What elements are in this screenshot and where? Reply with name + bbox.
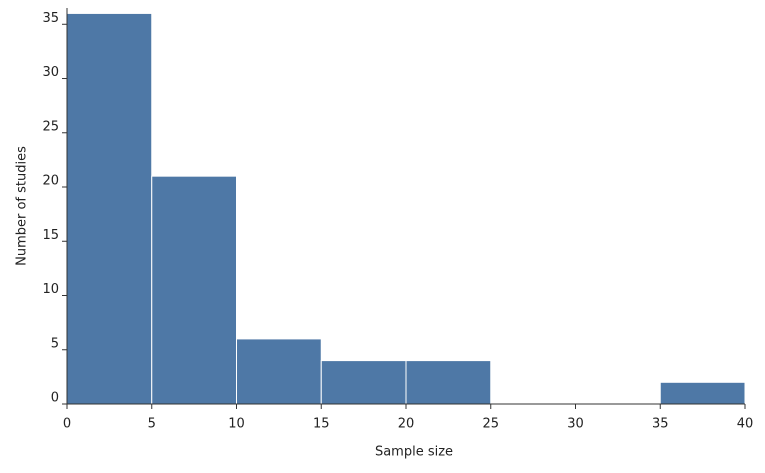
y-tick-label: 30 bbox=[42, 65, 59, 80]
y-tick-label: 10 bbox=[42, 282, 59, 297]
x-axis-title: Sample size bbox=[375, 445, 453, 460]
x-tick-label: 20 bbox=[398, 417, 415, 432]
y-tick-label: 35 bbox=[42, 11, 59, 26]
x-tick-label: 5 bbox=[148, 417, 156, 432]
y-axis-title: Number of studies bbox=[15, 146, 30, 266]
x-tick-label: 15 bbox=[313, 417, 330, 432]
x-tick-label: 0 bbox=[63, 417, 71, 432]
x-tick-label: 40 bbox=[737, 417, 754, 432]
bar bbox=[151, 175, 237, 405]
y-tick-label: 15 bbox=[42, 228, 59, 243]
bar bbox=[66, 12, 153, 405]
bar bbox=[405, 360, 492, 405]
x-tick-label: 10 bbox=[228, 417, 245, 432]
y-tick-label: 5 bbox=[51, 336, 59, 351]
y-tick-label: 20 bbox=[42, 174, 59, 189]
x-tick-label: 25 bbox=[482, 417, 499, 432]
bar bbox=[320, 360, 407, 405]
y-tick-label: 0 bbox=[51, 391, 59, 406]
x-tick-label: 30 bbox=[567, 417, 584, 432]
y-tick-label: 25 bbox=[42, 119, 59, 134]
bar bbox=[659, 381, 746, 405]
bar bbox=[236, 338, 322, 405]
x-tick-label: 35 bbox=[652, 417, 669, 432]
